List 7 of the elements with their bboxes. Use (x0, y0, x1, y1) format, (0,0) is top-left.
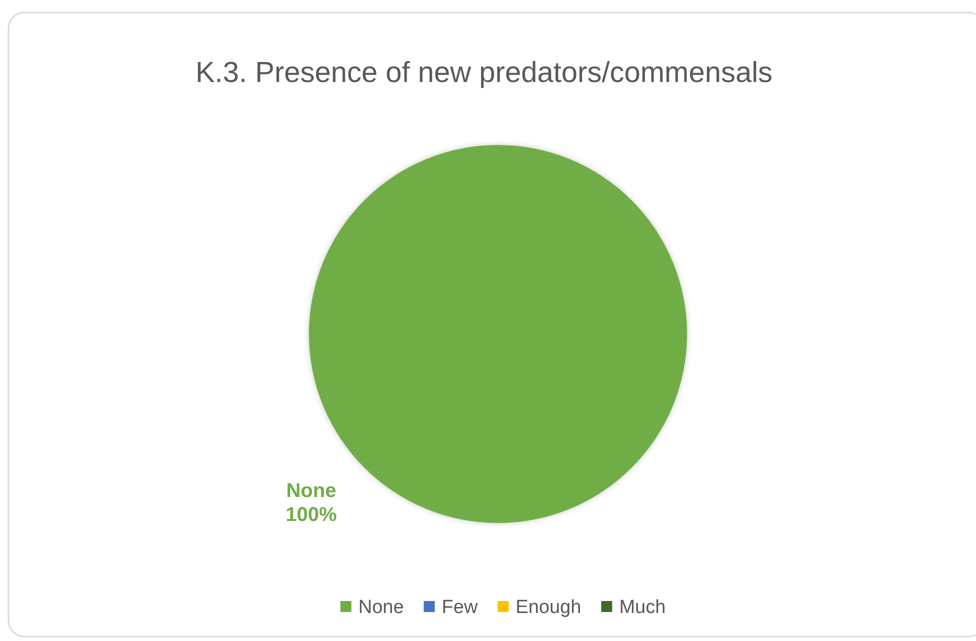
legend-label: Enough (516, 597, 582, 618)
legend-label: Much (619, 597, 666, 618)
slice-label: None (286, 480, 336, 502)
chart-title: K.3. Presence of new predators/commensals (195, 57, 773, 89)
legend-label: Few (442, 597, 478, 618)
data-label: 100% (286, 504, 337, 526)
legend-label: None (358, 597, 404, 618)
